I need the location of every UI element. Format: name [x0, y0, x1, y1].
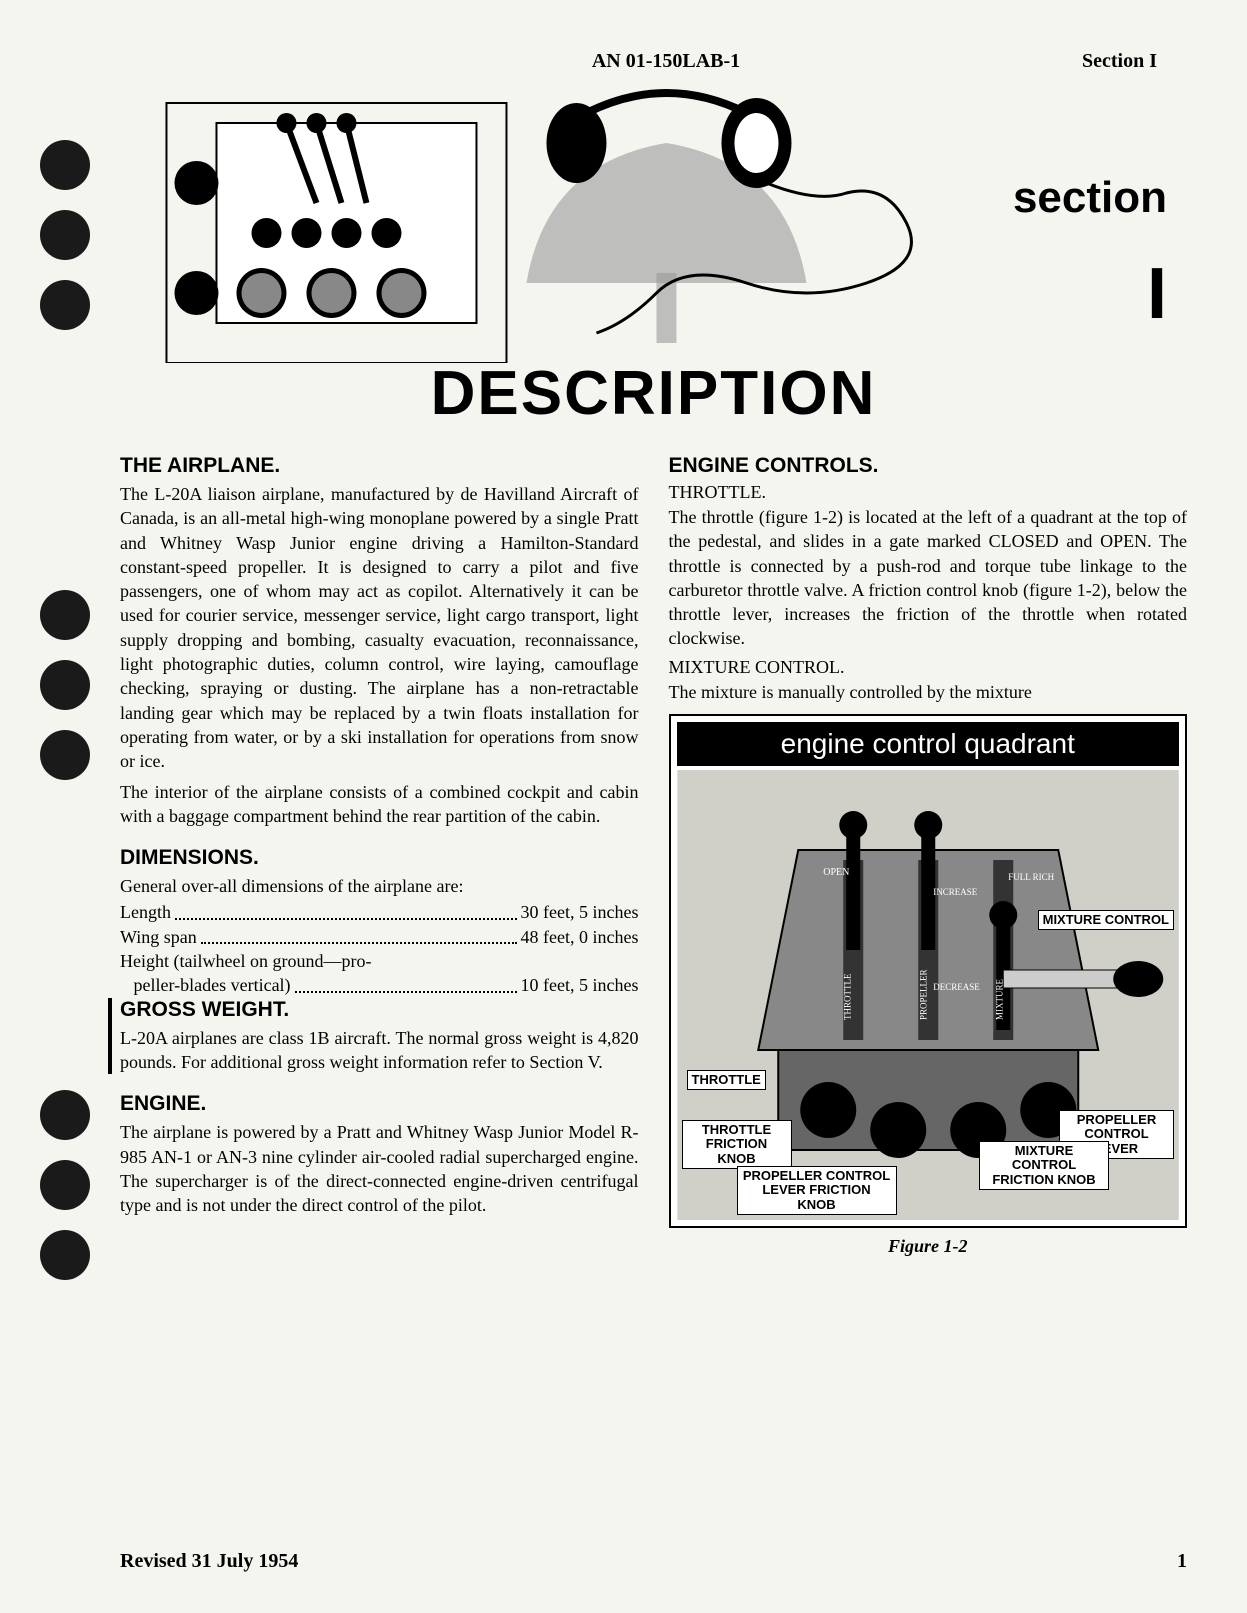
page-footer: Revised 31 July 1954 1: [120, 1550, 1187, 1573]
dimensions-intro: General over-all dimensions of the airpl…: [120, 874, 639, 898]
throttle-heading: THROTTLE.: [669, 482, 1188, 503]
dim-label: Length: [120, 900, 171, 924]
right-column: ENGINE CONTROLS. THROTTLE. The throttle …: [669, 454, 1188, 1257]
svg-text:MIXTURE: MIXTURE: [994, 979, 1004, 1020]
left-column: THE AIRPLANE. The L-20A liaison airplane…: [120, 454, 639, 1257]
section-number: I: [1013, 253, 1167, 335]
dim-value: 10 feet, 5 inches: [521, 973, 639, 997]
figure-illustration: OPEN INCREASE DECREASE FULL RICH THROTTL…: [677, 770, 1180, 1220]
page-header: AN 01-150LAB-1 Section I: [120, 50, 1187, 73]
callout-throttle: THROTTLE: [687, 1070, 766, 1090]
weight-body: L-20A airplanes are class 1B aircraft. T…: [120, 1026, 639, 1075]
mixture-heading: MIXTURE CONTROL.: [669, 657, 1188, 678]
content-columns: THE AIRPLANE. The L-20A liaison airplane…: [120, 454, 1187, 1257]
callout-throttle-friction: THROTTLE FRICTION KNOB: [682, 1120, 792, 1169]
svg-text:FULL RICH: FULL RICH: [1008, 872, 1054, 882]
page-number: 1: [1177, 1550, 1187, 1573]
dim-label: Height (tailwheel on ground—pro-: [120, 949, 371, 973]
dim-row: Wing span 48 feet, 0 inches: [120, 925, 639, 949]
dim-value: 48 feet, 0 inches: [521, 925, 639, 949]
airplane-heading: THE AIRPLANE.: [120, 454, 639, 478]
callout-prop-friction: PROPELLER CONTROL LEVER FRICTION KNOB: [737, 1166, 897, 1215]
airplane-body: The L-20A liaison airplane, manufactured…: [120, 482, 639, 774]
punch-hole: [40, 140, 90, 190]
figure-caption: Figure 1-2: [669, 1236, 1188, 1257]
dim-row: Length 30 feet, 5 inches: [120, 900, 639, 924]
svg-text:PROPELLER: PROPELLER: [918, 970, 928, 1021]
engine-heading: ENGINE.: [120, 1092, 639, 1116]
callout-mixture: MIXTURE CONTROL: [1038, 910, 1174, 930]
main-title: DESCRIPTION: [120, 358, 1187, 429]
engine-body: The airplane is powered by a Pratt and W…: [120, 1120, 639, 1217]
cockpit-illustration: [120, 83, 1013, 368]
controls-heading: ENGINE CONTROLS.: [669, 454, 1188, 478]
punch-hole: [40, 660, 90, 710]
svg-text:THROTTLE: THROTTLE: [842, 973, 852, 1020]
dimensions-heading: DIMENSIONS.: [120, 846, 639, 870]
weight-heading: GROSS WEIGHT.: [120, 998, 639, 1022]
revised-date: Revised 31 July 1954: [120, 1550, 298, 1573]
figure-box: engine control quadrant: [669, 714, 1188, 1228]
section-label-top: Section I: [1082, 50, 1157, 73]
dim-dots: [201, 925, 517, 944]
punch-hole: [40, 1230, 90, 1280]
doc-id: AN 01-150LAB-1: [250, 50, 1082, 73]
punch-hole: [40, 210, 90, 260]
weight-section: GROSS WEIGHT. L-20A airplanes are class …: [108, 998, 639, 1075]
figure-title: engine control quadrant: [677, 722, 1180, 766]
dim-label: Wing span: [120, 925, 197, 949]
punch-hole: [40, 1090, 90, 1140]
dim-value: 30 feet, 5 inches: [521, 900, 639, 924]
throttle-body: The throttle (figure 1-2) is located at …: [669, 505, 1188, 651]
dim-dots: [175, 900, 517, 919]
callout-mixture-friction: MIXTURE CONTROL FRICTION KNOB: [979, 1141, 1109, 1190]
section-word: section: [1013, 173, 1167, 223]
punch-hole: [40, 730, 90, 780]
svg-text:OPEN: OPEN: [823, 867, 849, 878]
section-label: section I: [1013, 83, 1187, 335]
hero-section: section I: [120, 83, 1187, 368]
dim-label: peller-blades vertical): [120, 973, 291, 997]
svg-text:INCREASE: INCREASE: [933, 887, 978, 897]
airplane-body2: The interior of the airplane consists of…: [120, 780, 639, 829]
punch-hole: [40, 1160, 90, 1210]
dim-row: Height (tailwheel on ground—pro-: [120, 949, 639, 973]
punch-hole: [40, 280, 90, 330]
dim-dots: [295, 973, 517, 992]
punch-hole: [40, 590, 90, 640]
dim-row: peller-blades vertical) 10 feet, 5 inche…: [120, 973, 639, 997]
svg-text:DECREASE: DECREASE: [933, 982, 980, 992]
mixture-body: The mixture is manually controlled by th…: [669, 680, 1188, 704]
